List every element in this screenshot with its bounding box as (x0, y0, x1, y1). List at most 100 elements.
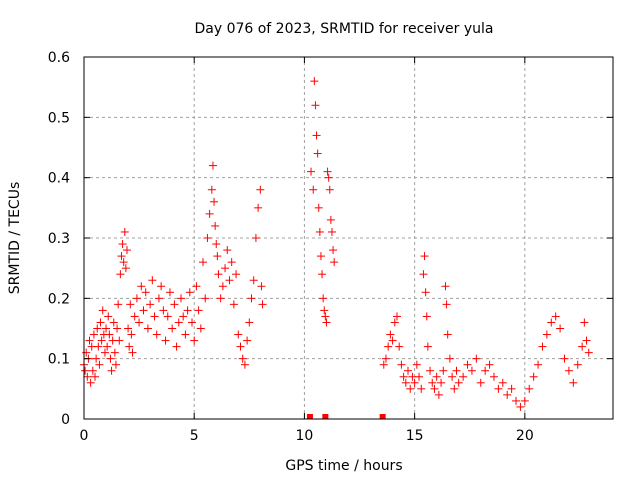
data-point (190, 336, 199, 345)
y-tick-label: 0.4 (48, 171, 70, 187)
data-point (512, 396, 521, 405)
data-point (426, 366, 435, 375)
data-point (203, 234, 212, 242)
data-point (251, 234, 260, 242)
data-point (584, 348, 593, 357)
data-point (432, 372, 441, 381)
data-point (159, 306, 168, 315)
data-point (211, 221, 220, 230)
data-point (168, 324, 177, 333)
data-point (181, 330, 190, 339)
data-point (122, 246, 131, 255)
data-point (412, 360, 421, 369)
data-point (94, 342, 103, 351)
data-point (257, 282, 266, 291)
data-point (104, 312, 113, 321)
data-point (96, 318, 105, 327)
data-point (105, 330, 114, 339)
data-point (582, 336, 591, 345)
data-point (107, 366, 116, 375)
data-point (221, 264, 230, 273)
x-tick-label: 15 (406, 428, 424, 444)
data-point (481, 366, 490, 375)
data-point (381, 354, 390, 363)
data-point (578, 342, 587, 351)
data-point (421, 288, 430, 297)
x-axis-label: GPS time / hours (285, 458, 402, 474)
y-axis-label: SRMTID / TECUs (7, 182, 23, 295)
data-point (205, 209, 214, 218)
data-point (439, 366, 448, 375)
y-tick-label: 0.3 (48, 231, 70, 247)
data-point (401, 378, 410, 387)
data-point (256, 185, 265, 194)
data-point (525, 384, 534, 393)
data-point (386, 330, 395, 339)
data-point (161, 336, 170, 345)
data-point (152, 330, 161, 339)
data-point (124, 324, 133, 333)
data-point (106, 354, 115, 363)
x-tick-label: 10 (296, 428, 314, 444)
data-point (119, 258, 128, 267)
data-point (569, 378, 578, 387)
x-ticks: 0 5 10 15 20 (80, 57, 534, 444)
data-point (311, 101, 320, 110)
data-point (139, 306, 148, 315)
data-point (395, 342, 404, 351)
data-point (428, 378, 437, 387)
data-point (441, 282, 450, 291)
data-point (214, 270, 223, 279)
data-point (406, 384, 415, 393)
data-point (520, 396, 529, 405)
data-point (422, 312, 431, 321)
data-point (86, 378, 95, 387)
data-point (319, 294, 328, 303)
data-point (452, 366, 461, 375)
data-point (580, 318, 589, 327)
data-point (174, 318, 183, 327)
data-point (97, 336, 106, 345)
data-point (498, 378, 507, 387)
data-point (143, 324, 152, 333)
data-point (176, 294, 185, 303)
data-point (98, 306, 107, 315)
data-point (316, 252, 325, 261)
grid (84, 57, 613, 419)
data-point (430, 384, 439, 393)
data-point (516, 402, 525, 411)
data-point (121, 264, 130, 273)
data-point (437, 378, 446, 387)
x-tick-label: 20 (516, 428, 534, 444)
data-point (243, 336, 252, 345)
data-point (392, 312, 401, 321)
data-point (95, 360, 104, 369)
data-point (130, 312, 139, 321)
data-point (324, 173, 333, 182)
data-point (245, 318, 254, 327)
data-point (254, 203, 263, 212)
data-point (213, 252, 222, 261)
data-point (117, 252, 126, 261)
data-point (320, 306, 329, 315)
data-point (390, 318, 399, 327)
data-point (326, 215, 335, 224)
data-point (218, 282, 227, 291)
data-point (529, 372, 538, 381)
data-point (314, 203, 323, 212)
data-point (207, 185, 216, 194)
data-point (126, 300, 135, 309)
data-point (135, 318, 144, 327)
data-point (137, 282, 146, 291)
data-point (325, 185, 334, 194)
data-point (146, 300, 155, 309)
data-point (128, 348, 137, 357)
y-tick-label: 0.6 (48, 50, 70, 66)
data-point (88, 366, 97, 375)
data-point (399, 372, 408, 381)
data-point (229, 300, 238, 309)
data-point (236, 342, 245, 351)
data-point (199, 258, 208, 267)
data-point (91, 372, 100, 381)
